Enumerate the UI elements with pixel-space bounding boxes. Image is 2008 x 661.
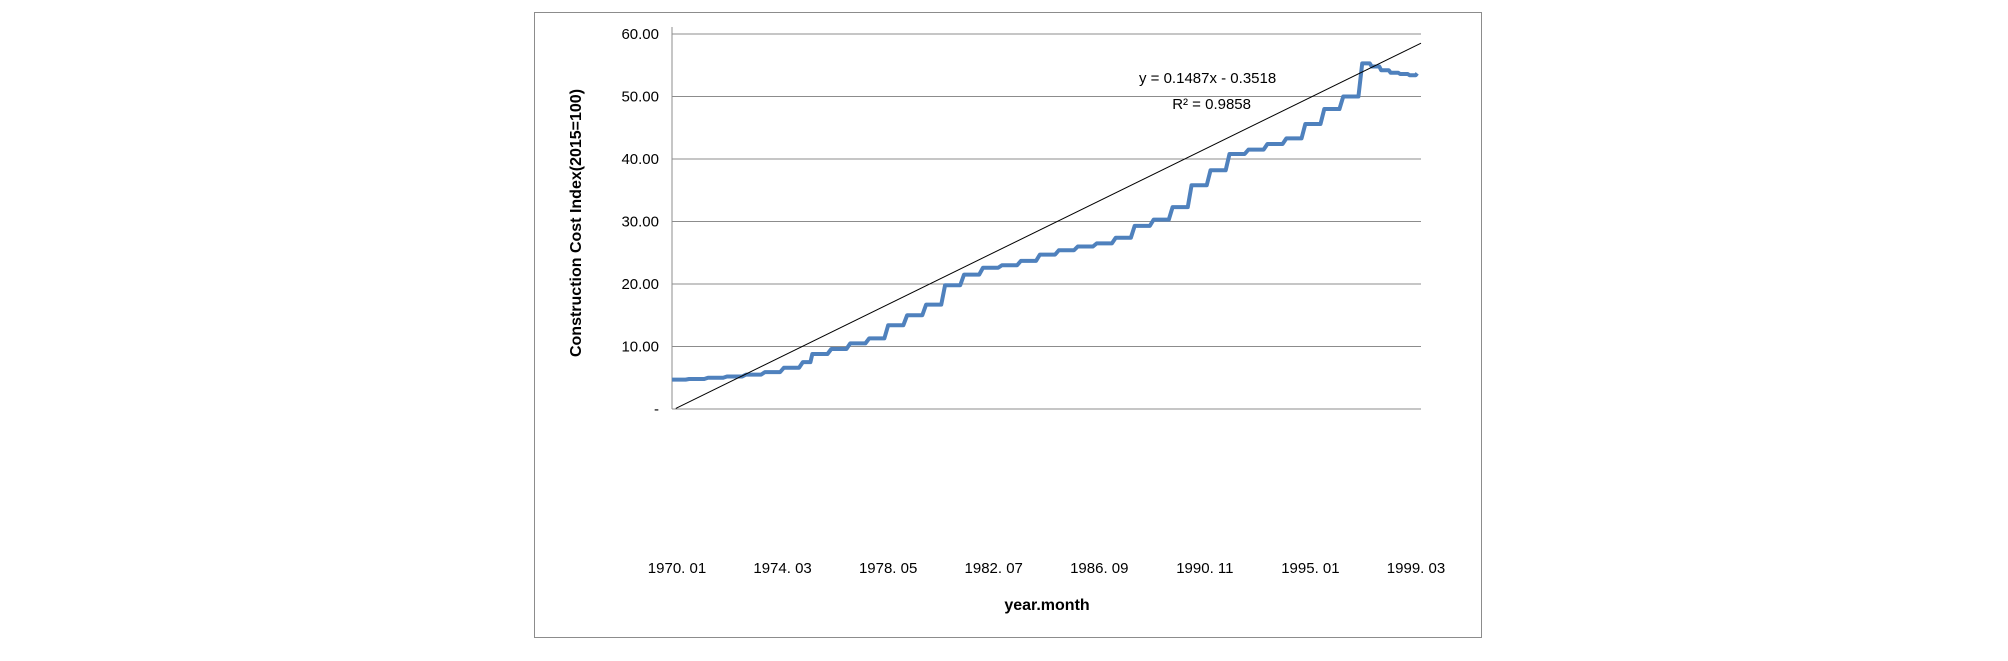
x-tick-label: 1990. 11 bbox=[1176, 560, 1233, 577]
x-tick-label: 1995. 01 bbox=[1281, 560, 1339, 577]
x-tick-label: 1970. 01 bbox=[648, 560, 706, 577]
x-tick-label: 1999. 03 bbox=[1387, 560, 1445, 577]
series-line-construction-cost-index bbox=[672, 61, 1419, 382]
x-axis-title: year.month bbox=[1004, 597, 1089, 614]
trendline-equation: y = 0.1487x - 0.3518 bbox=[1139, 70, 1276, 87]
trendline-r-squared: R² = 0.9858 bbox=[1172, 96, 1251, 113]
y-tick-label: 60.00 bbox=[621, 26, 659, 43]
y-tick-label: - bbox=[654, 401, 659, 418]
y-axis-title: Construction Cost Index(2015=100) bbox=[568, 89, 585, 357]
line-chart: - 10.00 20.00 30.00 40.00 50.00 60.00 1970. 01… bbox=[568, 26, 1445, 614]
x-tick-label: 1974. 03 bbox=[753, 560, 811, 577]
y-tick-label: 50.00 bbox=[621, 89, 659, 106]
y-axis-ticks: - 10.00 20.00 30.00 40.00 50.00 60.00 bbox=[621, 26, 659, 418]
y-tick-label: 10.00 bbox=[621, 339, 659, 356]
x-tick-label: 1982. 07 bbox=[965, 560, 1023, 577]
linear-trendline bbox=[675, 42, 1422, 409]
y-tick-label: 30.00 bbox=[621, 214, 659, 231]
x-tick-label: 1978. 05 bbox=[859, 560, 917, 577]
y-tick-label: 20.00 bbox=[621, 276, 659, 293]
chart-frame: - 10.00 20.00 30.00 40.00 50.00 60.00 1970. 01… bbox=[534, 12, 1482, 638]
gridlines bbox=[672, 33, 1421, 410]
x-tick-label: 1986. 09 bbox=[1070, 560, 1128, 577]
x-axis-ticks: 1970. 01 1974. 03 1978. 05 1982. 07 1986. 09… bbox=[648, 560, 1445, 577]
y-tick-label: 40.00 bbox=[621, 151, 659, 168]
